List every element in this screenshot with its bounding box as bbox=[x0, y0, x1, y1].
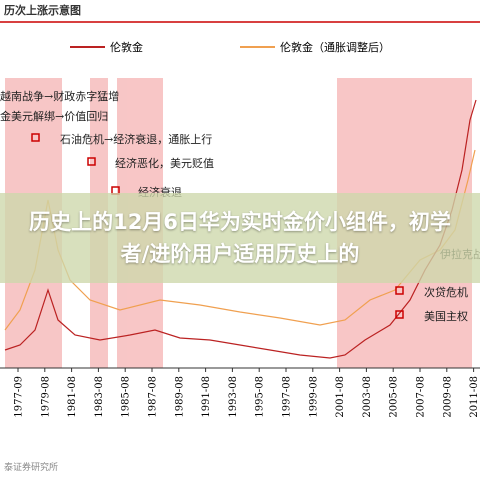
annotation-box bbox=[395, 286, 404, 295]
annotation: 金美元解绑→价值回归 bbox=[0, 109, 108, 123]
x-tick-label: 2003-08 bbox=[362, 376, 373, 418]
x-tick-label: 1987-08 bbox=[148, 376, 159, 418]
legend-label: 伦敦金 bbox=[110, 40, 143, 54]
x-tick-label: 1999-08 bbox=[308, 376, 319, 418]
x-tick-label: 1991-08 bbox=[201, 376, 212, 418]
annotation-box bbox=[395, 310, 404, 319]
x-tick-label: 1993-08 bbox=[228, 376, 239, 418]
x-tick-label: 2011-08 bbox=[469, 376, 480, 418]
x-tick-label: 2009-08 bbox=[442, 376, 453, 418]
annotation: 越南战争→财政赤字猛增 bbox=[0, 89, 119, 103]
legend-label: 伦敦金（通胀调整后） bbox=[280, 40, 390, 54]
annotation: 石油危机→经济衰退，通胀上行 bbox=[60, 132, 212, 146]
source: 泰证券研究所 bbox=[4, 461, 58, 473]
x-tick-label: 1989-08 bbox=[174, 376, 185, 418]
annotation: 美国主权 bbox=[424, 310, 468, 323]
x-tick-label: 1979-08 bbox=[40, 376, 51, 418]
x-tick-label: 2007-08 bbox=[416, 376, 427, 418]
x-tick-label: 1983-08 bbox=[94, 376, 105, 418]
x-tick-label: 1997-08 bbox=[282, 376, 293, 418]
x-tick-label: 1981-08 bbox=[67, 376, 78, 418]
x-tick-label: 1995-08 bbox=[255, 376, 266, 418]
chart-header: 历次上涨示意图 bbox=[4, 3, 81, 17]
x-tick-label: 1985-08 bbox=[121, 376, 132, 418]
annotation-box bbox=[87, 157, 96, 166]
x-tick-label: 2001-08 bbox=[335, 376, 346, 418]
annotation: 次贷危机 bbox=[424, 285, 468, 299]
overlay-band: 历史上的12月6日华为实时金价小组件，初学者/进阶用户适用历史上的 bbox=[0, 193, 480, 283]
annotation: 经济恶化，美元贬值 bbox=[115, 156, 214, 170]
overlay-title: 历史上的12月6日华为实时金价小组件，初学者/进阶用户适用历史上的 bbox=[29, 210, 451, 266]
annotation-box bbox=[31, 133, 40, 142]
x-tick-label: 2005-08 bbox=[389, 376, 400, 418]
x-tick-label: 1977-09 bbox=[14, 376, 25, 418]
